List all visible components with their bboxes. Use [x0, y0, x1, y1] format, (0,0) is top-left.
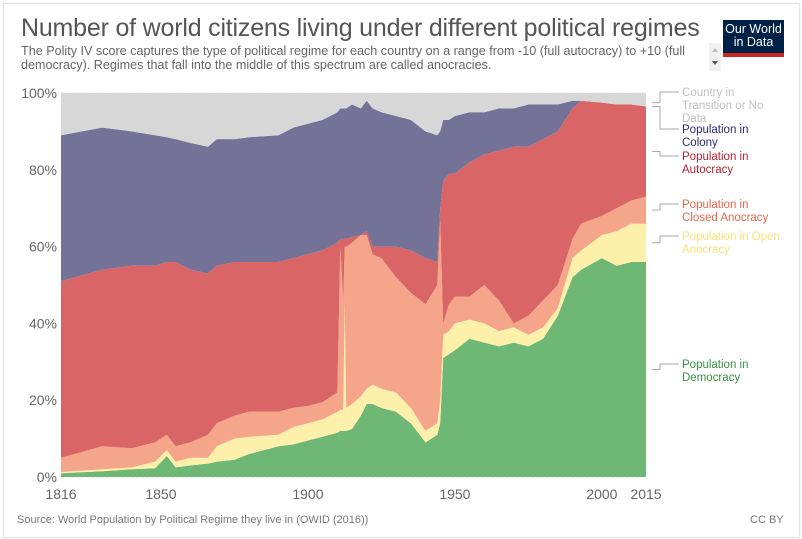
legend-label: Democracy [682, 372, 740, 384]
legend-label: Population in [682, 151, 749, 163]
legend-label: Country in [682, 87, 734, 99]
legend-connector-line [652, 151, 679, 157]
legend-connector-line [652, 203, 679, 211]
source-note[interactable]: Source: World Population by Political Re… [17, 514, 369, 526]
legend-label: Population in [682, 124, 749, 136]
y-axis-ticks: 0% 20% 40% 60% 80% 100% [21, 85, 57, 485]
area-population-in-autocracy[interactable] [61, 100, 646, 458]
x-tick-label: 1900 [292, 486, 323, 502]
y-tick-label: 40% [29, 315, 57, 331]
legend-label: Autocracy [682, 164, 733, 176]
legend-label: Population in [682, 359, 749, 371]
y-tick-label: 80% [29, 162, 57, 178]
logo-line1: Our World [725, 22, 782, 36]
x-tick-label: 2000 [586, 486, 617, 502]
owid-logo[interactable]: Our World in Data [723, 20, 784, 54]
chart-frame: Number of world citizens living under di… [3, 3, 800, 538]
legend-label: Colony [682, 137, 718, 149]
area-country-in-transition-or-no-data[interactable] [61, 93, 646, 147]
legend-connector-line [652, 105, 679, 130]
subtitle-scrollbar[interactable] [709, 43, 721, 71]
x-tick-label: 1950 [439, 486, 470, 502]
chart-subtitle: The Polity IV score captures the type of… [21, 44, 685, 72]
x-tick-label: 1816 [45, 486, 76, 502]
legend-label: Anocracy [682, 244, 730, 256]
logo-line2: in Data [733, 35, 774, 49]
area-population-in-closed-anocracy[interactable] [61, 196, 646, 472]
y-tick-label: 20% [29, 392, 57, 408]
legend-label: Closed Anocracy [682, 212, 769, 224]
x-tick-label: 2015 [630, 486, 661, 502]
license-link[interactable]: CC BY [750, 514, 784, 526]
scroll-up-icon[interactable] [712, 48, 718, 52]
area-population-in-democracy[interactable] [61, 258, 646, 477]
x-axis-ticks: 1816 1850 1900 1950 2000 2015 [45, 486, 661, 502]
y-tick-label: 100% [21, 85, 57, 101]
y-tick-label: 60% [29, 239, 57, 255]
area-population-in-colony[interactable] [61, 100, 646, 282]
legend-connector-line [652, 235, 679, 244]
legend-label: Population in Open [682, 231, 780, 243]
scroll-down-icon[interactable] [712, 61, 718, 65]
chart-title: Number of world citizens living under di… [21, 14, 700, 42]
stacked-area-chart: 0% 20% 40% 60% 80% 100% 1816 1850 1900 1950 2000 2… [21, 85, 780, 502]
x-tick-label: 1850 [145, 486, 176, 502]
legend-label: Transition or No [682, 100, 763, 112]
legend-connector-line [652, 91, 679, 104]
legend-connector-line [652, 363, 679, 370]
logo-accent-bar [723, 53, 784, 57]
legend-label: Data [682, 113, 707, 125]
area-layers [61, 93, 646, 477]
y-tick-label: 0% [37, 469, 57, 485]
area-population-in-open-anocracy[interactable] [61, 223, 646, 474]
legend-label: Population in [682, 199, 749, 211]
